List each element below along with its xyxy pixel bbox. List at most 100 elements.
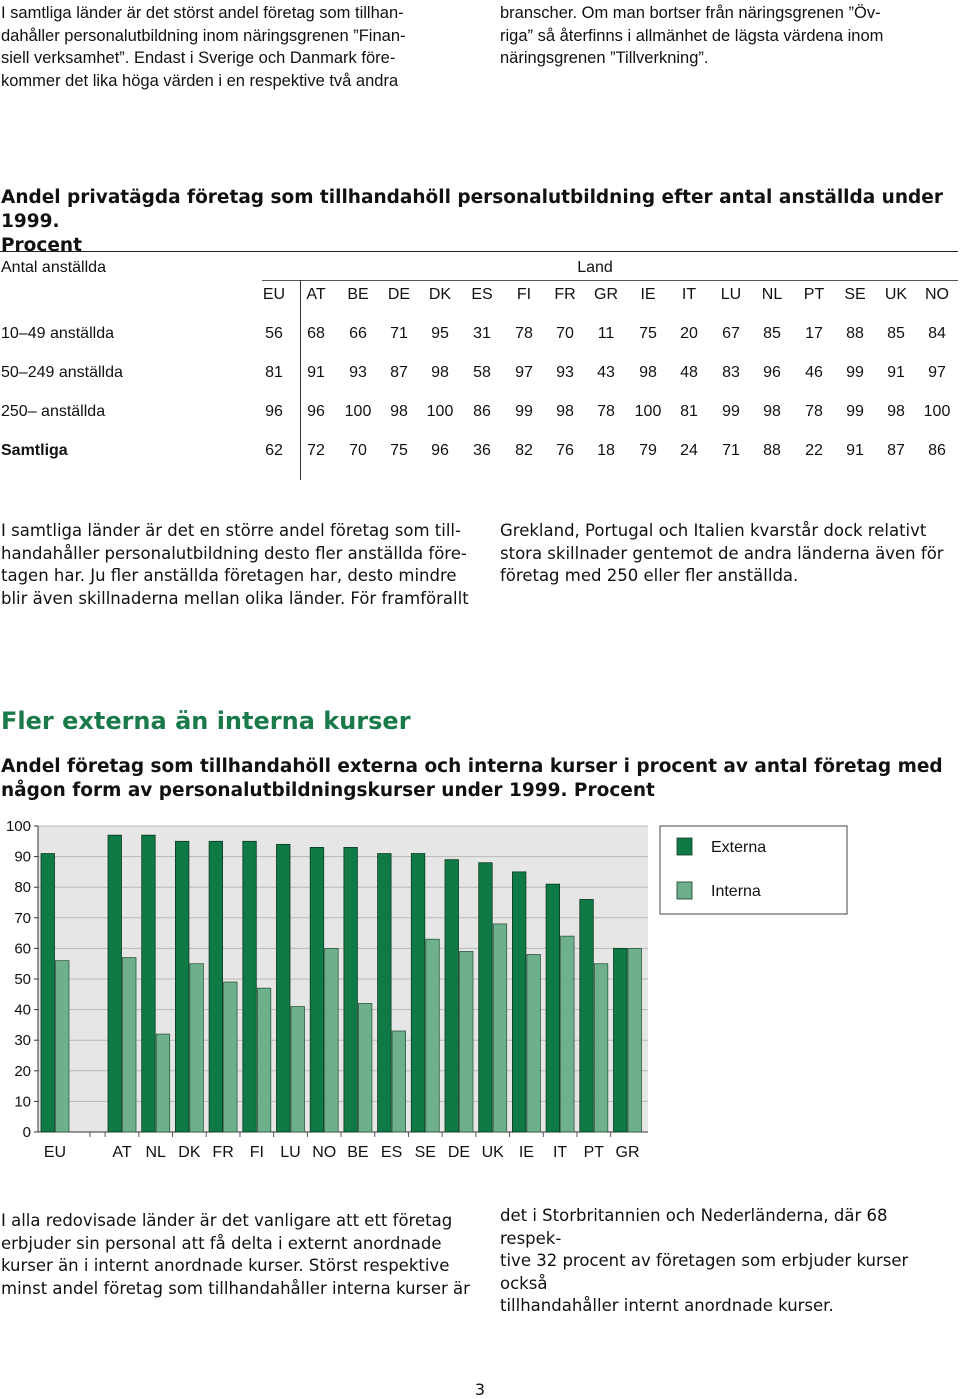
table-cell: 36 bbox=[473, 442, 491, 459]
table-cell: 87 bbox=[390, 364, 408, 381]
bar-interna-at bbox=[122, 957, 137, 1133]
group-header: Land bbox=[577, 259, 613, 276]
bar-interna-uk bbox=[492, 923, 508, 1133]
row-label: Samtliga bbox=[1, 442, 68, 459]
table-cell: 98 bbox=[556, 403, 574, 420]
x-tick-label: UK bbox=[482, 1144, 505, 1161]
text-line: handahåller personalutbildning desto fle… bbox=[1, 543, 467, 563]
mid-text-left: I samtliga länder är det en större andel… bbox=[1, 520, 471, 610]
legend-label-interna: Interna bbox=[711, 883, 761, 900]
table-cell: 96 bbox=[307, 403, 325, 420]
x-tick-label: DE bbox=[448, 1144, 470, 1161]
table-cell: 84 bbox=[928, 325, 946, 342]
table-cell: 96 bbox=[265, 403, 283, 420]
table-cell: 71 bbox=[722, 442, 740, 459]
table-title-line: Procent bbox=[1, 235, 82, 256]
section-heading: Fler externa än interna kurser bbox=[1, 707, 411, 735]
bar-externa-no bbox=[309, 847, 325, 1133]
table-cell: 43 bbox=[597, 364, 615, 381]
bar-interna-lu bbox=[290, 1006, 305, 1133]
table-cell: 82 bbox=[515, 442, 533, 459]
y-tick-label: 0 bbox=[23, 1124, 31, 1141]
table-cell: 85 bbox=[887, 325, 905, 342]
column-header-uk: UK bbox=[884, 286, 908, 303]
legend-label-externa: Externa bbox=[711, 839, 766, 856]
table-cell: 97 bbox=[515, 364, 533, 381]
column-header-de: DE bbox=[387, 286, 411, 303]
x-tick-label: BE bbox=[347, 1144, 368, 1161]
bar-externa-se bbox=[410, 853, 426, 1133]
x-tick-label: IE bbox=[519, 1144, 534, 1161]
x-tick-label: EU bbox=[44, 1144, 66, 1161]
column-header-se: SE bbox=[844, 286, 866, 303]
bar-interna-it bbox=[560, 935, 575, 1133]
bar-interna-nl bbox=[155, 1033, 171, 1133]
table-cell: 67 bbox=[722, 325, 740, 342]
bar-interna-fr bbox=[223, 981, 238, 1133]
table-cell: 91 bbox=[846, 442, 864, 459]
text-line: tagen har. Ju fler anställda företagen h… bbox=[1, 566, 457, 585]
table-cell: 76 bbox=[556, 442, 574, 459]
column-header-no: NO bbox=[925, 286, 949, 303]
table-cell: 72 bbox=[307, 442, 325, 459]
table-cell: 96 bbox=[431, 442, 449, 459]
table-cell: 93 bbox=[349, 364, 367, 381]
bottom-text-right: det i Storbritannien och Nederländerna, … bbox=[500, 1205, 950, 1318]
column-header-nl: NL bbox=[761, 286, 783, 303]
bar-externa-it bbox=[545, 883, 560, 1133]
table-cell: 88 bbox=[846, 325, 864, 342]
bar-externa-ie bbox=[512, 871, 527, 1133]
table-cell: 100 bbox=[923, 403, 951, 420]
table-cell: 99 bbox=[722, 403, 740, 420]
legend-swatch-externa bbox=[676, 837, 693, 856]
table-cell: 97 bbox=[928, 364, 946, 381]
x-tick-label: PT bbox=[584, 1144, 605, 1161]
table-title: Andel privatägda företag som tillhandahö… bbox=[1, 186, 951, 258]
x-tick-label: LU bbox=[280, 1144, 300, 1161]
bottom-text-left: I alla redovisade länder är det vanligar… bbox=[1, 1210, 471, 1300]
bar-interna-no bbox=[324, 947, 339, 1133]
bar-interna-se bbox=[425, 938, 440, 1133]
x-tick-label: FI bbox=[250, 1144, 264, 1161]
text-line: I samtliga länder är det en större andel… bbox=[1, 521, 461, 540]
table-cell: 91 bbox=[307, 364, 325, 381]
table-cell: 93 bbox=[556, 364, 574, 381]
text-line: kommer det lika höga värden i en respekt… bbox=[1, 71, 399, 90]
column-header-gr: GR bbox=[594, 286, 618, 303]
legend-swatch-interna bbox=[676, 881, 693, 900]
text-line: Grekland, Portugal och Italien kvarstår … bbox=[500, 521, 927, 540]
x-tick-label: ES bbox=[381, 1144, 402, 1161]
text-line: I alla redovisade länder är det vanligar… bbox=[1, 1211, 453, 1230]
row-label: 10–49 anställda bbox=[1, 325, 114, 342]
table-cell: 58 bbox=[473, 364, 491, 381]
eu-separator bbox=[300, 280, 301, 480]
y-tick-label: 50 bbox=[14, 971, 31, 988]
bar-externa-de bbox=[444, 859, 459, 1133]
bar-externa-fr bbox=[208, 840, 224, 1133]
table-cell: 70 bbox=[556, 325, 574, 342]
x-tick-label: IT bbox=[553, 1144, 567, 1161]
table-cell: 68 bbox=[307, 325, 325, 342]
column-header-fi: FI bbox=[516, 286, 532, 303]
y-tick-label: 70 bbox=[14, 910, 31, 927]
bar-externa-lu bbox=[276, 843, 291, 1133]
top-text-left: I samtliga länder är det störst andel fö… bbox=[1, 2, 471, 92]
text-line: blir även skillnaderna mellan olika länd… bbox=[1, 588, 469, 608]
table-cell: 56 bbox=[265, 325, 283, 342]
data-table: Antal anställda Land EU AT BE DE DK ES FI FR GR I… bbox=[0, 250, 960, 480]
table-cell: 87 bbox=[887, 442, 905, 459]
y-tick-label: 20 bbox=[14, 1063, 31, 1080]
table-cell: 96 bbox=[763, 364, 781, 381]
table-cell: 75 bbox=[390, 442, 408, 459]
y-tick-label: 10 bbox=[14, 1093, 31, 1110]
text-line: kurser än i internt anordnade kurser. St… bbox=[1, 1256, 450, 1275]
table-title-line: Andel privatägda företag som tillhandahö… bbox=[1, 187, 943, 232]
bar-externa-be bbox=[343, 847, 358, 1133]
table-cell: 98 bbox=[887, 403, 905, 420]
table-cell: 86 bbox=[928, 442, 946, 459]
text-line: stora skillnader gentemot de andra lände… bbox=[500, 543, 944, 563]
column-header-dk: DK bbox=[428, 286, 452, 303]
bar-interna-ie bbox=[526, 954, 541, 1133]
bar-interna-de bbox=[459, 951, 474, 1133]
text-line: tillhandahåller internt anordnade kurser… bbox=[500, 1296, 834, 1315]
